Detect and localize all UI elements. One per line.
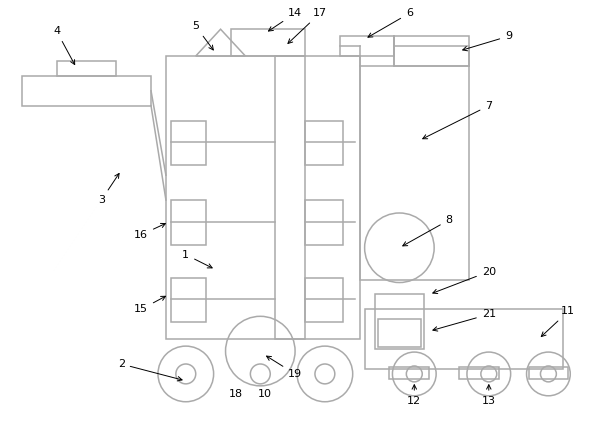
Bar (166, 56, 360, 339)
Bar (56, 61, 116, 76)
Bar (365, 309, 563, 369)
Bar (230, 29, 305, 56)
Bar (378, 319, 421, 347)
Text: 19: 19 (266, 356, 302, 379)
Text: 20: 20 (433, 266, 496, 294)
Bar (305, 277, 343, 322)
Text: 14: 14 (268, 8, 302, 31)
Text: 13: 13 (482, 385, 495, 406)
Text: 8: 8 (403, 215, 453, 246)
Bar (459, 367, 499, 379)
Text: 17: 17 (288, 8, 327, 44)
Bar (305, 200, 343, 245)
Text: 4: 4 (53, 26, 75, 65)
Text: 12: 12 (407, 385, 421, 406)
Text: 10: 10 (258, 389, 272, 399)
Bar (529, 367, 569, 379)
Bar (360, 66, 469, 280)
Text: 6: 6 (368, 8, 413, 37)
Bar (340, 36, 394, 56)
Bar (389, 367, 429, 379)
Bar (375, 294, 424, 349)
Text: 21: 21 (433, 309, 496, 331)
Bar (171, 200, 206, 245)
Text: 7: 7 (422, 101, 492, 139)
Text: 5: 5 (192, 21, 213, 50)
Text: 16: 16 (134, 223, 165, 240)
Text: 9: 9 (463, 31, 512, 51)
Text: 18: 18 (228, 389, 243, 399)
Bar (394, 36, 469, 66)
Bar (305, 121, 343, 165)
Bar (171, 121, 206, 165)
Text: 3: 3 (98, 173, 119, 205)
Text: 11: 11 (542, 306, 575, 337)
Text: 15: 15 (134, 296, 166, 314)
Bar (275, 56, 305, 339)
Bar (171, 277, 206, 322)
Text: 1: 1 (182, 250, 212, 268)
Bar (22, 76, 151, 106)
Text: 2: 2 (118, 359, 182, 381)
